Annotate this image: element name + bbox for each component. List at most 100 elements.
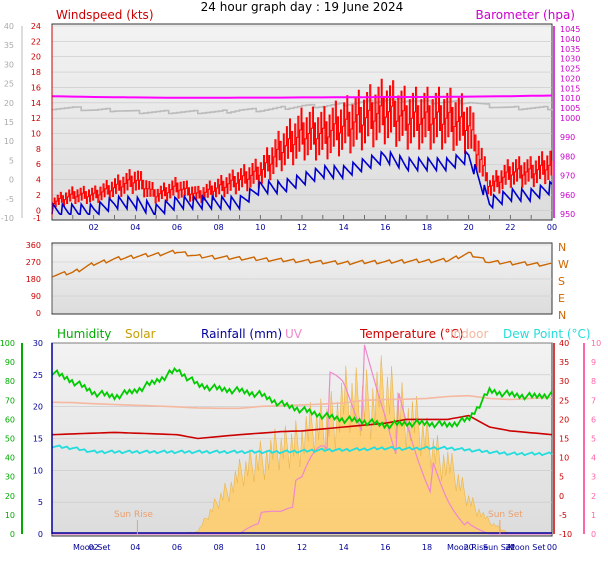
wind-x-tick-label: 16 xyxy=(380,223,390,232)
wind-axis-tick-label: 14 xyxy=(31,99,41,108)
temperature-axis-tick-label: 0 xyxy=(559,492,564,501)
temperature-axis-tick-label: 35 xyxy=(559,358,569,367)
temperature-line xyxy=(51,414,553,440)
wind-x-tick-label: 08 xyxy=(214,223,224,232)
temp-x-tick-label: 20 xyxy=(464,543,474,552)
wind-x-tick-label: 14 xyxy=(339,223,349,232)
uv-label: UV xyxy=(285,327,303,341)
humidity-axis-tick-label: 80 xyxy=(5,377,15,386)
wind-axis-tick-label: 0 xyxy=(36,206,41,215)
rainfall-axis-tick-label: 10 xyxy=(33,466,43,475)
barometer-axis-tick-label: 970 xyxy=(560,172,575,181)
compass-axis-tick-label: N xyxy=(558,241,566,254)
direction-axis-tick-label: 270 xyxy=(26,258,41,267)
barometer-axis-tick-label: 1020 xyxy=(560,74,580,83)
gray-axis-tick-label: 10 xyxy=(4,137,14,146)
uv-line xyxy=(52,344,552,535)
sun-set-label: Sun Set xyxy=(488,510,523,520)
compass-axis-tick-label: W xyxy=(558,258,569,271)
barometer-label: Barometer (hpa) xyxy=(476,8,575,22)
humidity-line xyxy=(51,366,553,430)
gray-axis-tick-label: 35 xyxy=(4,41,14,50)
temperature-axis-tick-label: 20 xyxy=(559,415,569,424)
humidity-axis-tick-label: 50 xyxy=(5,435,15,444)
rainfall-axis-tick-label: 0 xyxy=(38,530,43,539)
gray-axis-tick-label: 0 xyxy=(9,176,14,185)
dew-point-line xyxy=(51,444,553,457)
rainfall-axis-tick-label: 15 xyxy=(33,435,43,444)
temperature-axis-tick-label: 10 xyxy=(559,454,569,463)
barometer-axis-tick-label: 960 xyxy=(560,191,575,200)
barometer-axis-tick-label: 1025 xyxy=(560,65,580,74)
rainfall-label: Rainfall (mm) xyxy=(201,327,282,341)
barometer-axis-tick-label: 950 xyxy=(560,210,575,219)
barometer-axis-tick-label: 1035 xyxy=(560,45,580,54)
wind-x-tick-label: 00 xyxy=(547,223,557,232)
barometer-axis-tick-label: 1015 xyxy=(560,84,580,93)
humidity-axis-tick-label: 40 xyxy=(5,454,15,463)
barometer-axis-tick-label: 1005 xyxy=(560,104,580,113)
rainfall-axis-tick-label: 20 xyxy=(33,403,43,412)
wind-x-tick-label: 12 xyxy=(297,223,307,232)
temperature-axis-tick-label: 25 xyxy=(559,396,569,405)
wind-x-tick-label: 10 xyxy=(255,223,265,232)
temp-x-tick-label: 14 xyxy=(339,543,349,552)
moon-set-label-2: Moon Set xyxy=(508,543,545,552)
humidity-axis-tick-label: 90 xyxy=(5,358,15,367)
temperature-axis-tick-label: -10 xyxy=(559,530,572,539)
indoor-label: Indoor xyxy=(450,327,488,341)
uv-axis-tick-label: 9 xyxy=(591,358,596,367)
direction-axis-tick-label: 0 xyxy=(36,309,41,318)
uv-axis-tick-label: 10 xyxy=(591,339,601,348)
wind-axis-tick-label: -1 xyxy=(33,214,41,223)
temp-x-tick-label: 10 xyxy=(255,543,265,552)
wind-x-tick-label: 04 xyxy=(130,223,140,232)
wind-axis-tick-label: 22 xyxy=(31,37,41,46)
uv-axis-tick-label: 6 xyxy=(591,415,596,424)
temp-x-tick-label: 16 xyxy=(380,543,390,552)
humidity-label: Humidity xyxy=(57,327,111,341)
indoor-line xyxy=(51,394,553,410)
temperature-axis-tick-label: 40 xyxy=(559,339,569,348)
temp-x-tick-label: 02 xyxy=(89,543,99,552)
barometer-axis-tick-label: 1000 xyxy=(560,114,580,123)
temp-x-tick-label: 12 xyxy=(297,543,307,552)
wind-axis-tick-label: 12 xyxy=(31,114,41,123)
humidity-axis-tick-label: 20 xyxy=(5,492,15,501)
chart-title: 24 hour graph day : 19 June 2024 xyxy=(201,0,404,14)
direction-axis-tick-label: 90 xyxy=(31,292,41,301)
gray-axis-tick-label: 40 xyxy=(4,22,14,31)
humidity-axis-tick-label: 100 xyxy=(0,339,15,348)
wind-x-tick-label: 06 xyxy=(172,223,182,232)
humidity-axis-tick-label: 70 xyxy=(5,396,15,405)
wind-axis-tick-label: 18 xyxy=(31,68,41,77)
temp-x-tick-label: 18 xyxy=(422,543,432,552)
direction-axis-tick-label: 180 xyxy=(26,275,41,284)
wind-axis-tick-label: 8 xyxy=(36,145,41,154)
gray-axis-tick-label: -5 xyxy=(6,195,14,204)
uv-axis-tick-label: 5 xyxy=(591,435,596,444)
wind-x-tick-label: 22 xyxy=(505,223,515,232)
temp-x-tick-label: 04 xyxy=(130,543,140,552)
uv-axis-tick-label: 2 xyxy=(591,492,596,501)
gray-axis-tick-label: 25 xyxy=(4,80,14,89)
wind-axis-tick-label: 16 xyxy=(31,83,41,92)
solar-label: Solar xyxy=(125,327,156,341)
humidity-axis-tick-label: 30 xyxy=(5,473,15,482)
barometer-axis-tick-label: 980 xyxy=(560,152,575,161)
wind-axis-tick-label: 24 xyxy=(31,22,41,31)
moon-set-label: Moon Set xyxy=(73,543,110,552)
temp-x-tick-label: 22 xyxy=(505,543,515,552)
gray-axis-tick-label: 5 xyxy=(9,156,14,165)
gray-axis-tick-label: 20 xyxy=(4,99,14,108)
temperature-axis-tick-label: 15 xyxy=(559,435,569,444)
uv-axis-tick-label: 1 xyxy=(591,511,596,520)
gray-axis-tick-label: 15 xyxy=(4,118,14,127)
uv-axis-tick-label: 7 xyxy=(591,396,596,405)
temp-x-tick-label: 06 xyxy=(172,543,182,552)
barometer-trace-line xyxy=(52,97,553,115)
wind-x-tick-label: 20 xyxy=(464,223,474,232)
uv-axis-tick-label: 8 xyxy=(591,377,596,386)
temperature-axis-tick-label: 5 xyxy=(559,473,564,482)
